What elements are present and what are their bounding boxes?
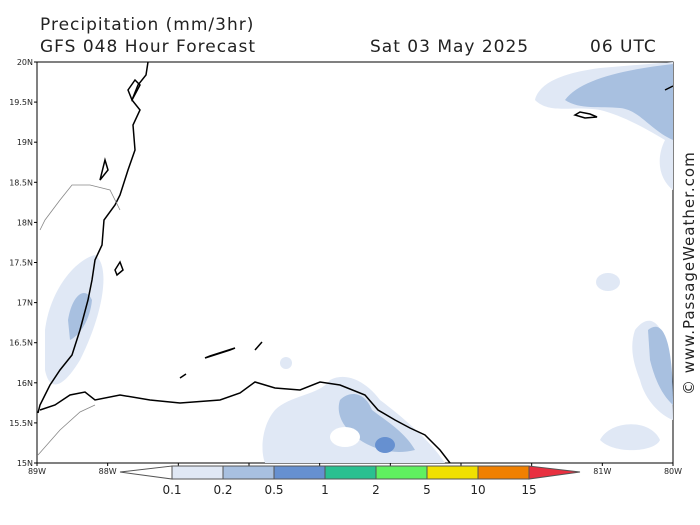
lat-label: 19N <box>17 138 33 147</box>
precip-heavy <box>375 437 395 453</box>
colorbar-label: 10 <box>470 483 485 497</box>
lat-label: 15.5N <box>9 419 33 428</box>
colorbar-label: 5 <box>423 483 431 497</box>
precip-mid <box>565 64 673 140</box>
colorbar-label: 0.2 <box>213 483 232 497</box>
colorbar-bin <box>171 465 224 480</box>
colorbar-labels: 0.1 0.2 0.5 1 2 5 10 15 <box>162 483 536 497</box>
lat-label: 16.5N <box>9 339 33 348</box>
lat-label: 17.5N <box>9 259 33 268</box>
islands <box>99 78 674 379</box>
lon-label: 88W <box>99 467 117 476</box>
precip-light <box>280 357 292 369</box>
colorbar-bin <box>375 465 428 480</box>
colorbar-bin <box>426 465 479 480</box>
lat-label: 16N <box>17 379 33 388</box>
precip-gap <box>330 427 360 447</box>
colorbar-label: 0.5 <box>264 483 283 497</box>
colorbar-label: 0.1 <box>162 483 181 497</box>
borders <box>37 184 121 456</box>
precip-light <box>600 424 660 451</box>
precip-mid <box>648 326 673 405</box>
lon-label: 89W <box>28 467 46 476</box>
lat-label: 17N <box>17 299 33 308</box>
lon-label: 80W <box>664 467 682 476</box>
lat-label: 19.5N <box>9 98 33 107</box>
colorbar-bin <box>273 465 326 480</box>
plot-area: 20N 19.5N 19N 18.5N 18N 17.5N 17N 16.5N 16N 15.5N… <box>9 58 682 476</box>
precip <box>45 62 673 463</box>
date: Sat 03 May 2025 <box>370 37 529 57</box>
model: GFS 048 Hour Forecast <box>40 37 256 57</box>
colorbar-bin <box>477 465 530 480</box>
colorbar: 0.1 0.2 0.5 1 2 5 10 15 <box>119 465 581 497</box>
lat-label: 18N <box>17 218 33 227</box>
colorbar-bin <box>324 465 377 480</box>
colorbar-max <box>528 465 581 480</box>
colorbar-bin <box>222 465 275 480</box>
coast-honduras <box>39 381 451 464</box>
title: Precipitation (mm/3hr) <box>40 15 254 35</box>
colorbar-label: 2 <box>372 483 380 497</box>
colorbar-label: 15 <box>521 483 536 497</box>
lon-label: 81W <box>593 467 611 476</box>
colorbar-label: 1 <box>321 483 329 497</box>
precip-light <box>596 273 620 291</box>
time: 06 UTC <box>590 37 657 57</box>
coast-yucatan <box>37 61 149 414</box>
lat-label: 15N <box>17 459 33 468</box>
coastline <box>37 61 674 464</box>
lat-label: 18.5N <box>9 178 33 187</box>
watermark: © www.PassageWeather.com <box>680 151 698 395</box>
lat-label: 20N <box>17 58 33 67</box>
